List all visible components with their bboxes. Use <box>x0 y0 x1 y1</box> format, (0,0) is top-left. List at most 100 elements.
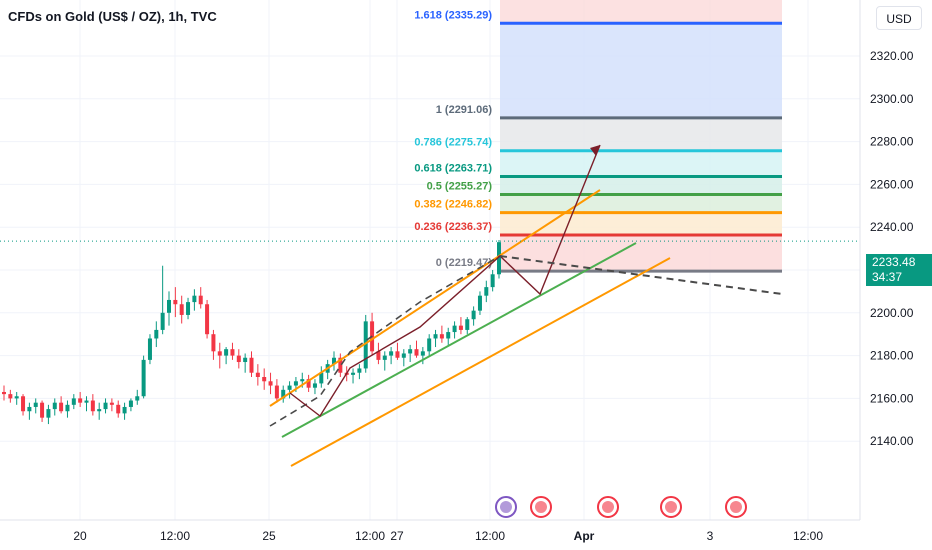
candle-body <box>490 274 495 288</box>
candle-body <box>141 359 146 397</box>
candle-body <box>306 379 311 388</box>
axes <box>0 0 861 521</box>
candle-body <box>319 372 324 384</box>
candle-body <box>471 310 476 320</box>
candle-body <box>420 351 425 356</box>
candle-body <box>217 351 222 356</box>
x-tick-label: 25 <box>262 529 276 543</box>
candle-body <box>192 295 197 303</box>
candle-body <box>27 406 32 412</box>
candle-body <box>433 334 438 339</box>
x-tick-label: 12:00 <box>475 529 505 543</box>
currency-button[interactable]: USD <box>876 6 922 30</box>
candle-body <box>122 406 127 414</box>
dashed-projection-line[interactable] <box>269 255 501 427</box>
last-price-tag: 2233.48 34:37 <box>866 254 932 286</box>
candle-body <box>395 351 400 358</box>
x-tick-label: 12:00 <box>355 529 385 543</box>
price-axis-labels: 2140.002160.002180.002200.002220.002240.… <box>870 49 914 448</box>
candle-body <box>147 338 152 360</box>
lightning-event-icon[interactable] <box>495 496 517 518</box>
candle-body <box>103 402 108 410</box>
fib-level-label: 0.382 (2246.82) <box>414 199 492 211</box>
candle-body <box>446 332 451 339</box>
channel-lower-line[interactable] <box>290 257 671 467</box>
candle-body <box>382 355 387 360</box>
candle-body <box>97 409 102 412</box>
y-tick-label: 2180.00 <box>870 349 914 363</box>
y-tick-label: 2140.00 <box>870 434 914 448</box>
fib-level-label: 0.786 (2275.74) <box>414 137 492 149</box>
fib-retracement[interactable]: 1.618 (2335.29) 1 (2291.06) 0.786 (2275.74… <box>414 0 782 273</box>
candle-body <box>408 349 413 354</box>
fib-zone <box>500 117 782 151</box>
event-markers[interactable] <box>495 496 747 518</box>
us-flag-event-icon[interactable] <box>660 496 682 518</box>
candle-body <box>52 402 57 410</box>
candle-body <box>477 295 482 311</box>
candle-body <box>179 304 184 315</box>
event-marker-dot <box>535 501 547 513</box>
fib-level-label: 0.5 (2255.27) <box>427 181 493 193</box>
candle-body <box>160 312 165 330</box>
y-tick-label: 2160.00 <box>870 391 914 405</box>
channel-upper-line[interactable] <box>269 189 601 407</box>
fib-zone <box>500 212 782 235</box>
fib-level-label: 1 (2291.06) <box>436 104 493 116</box>
candle-body <box>363 321 368 369</box>
candle-body <box>33 402 38 407</box>
candle-body <box>71 398 76 405</box>
candle-body <box>351 372 356 375</box>
candle-body <box>338 357 343 373</box>
candle-body <box>389 351 394 356</box>
candle-body <box>167 299 171 313</box>
fib-level-label: 0.618 (2263.71) <box>414 162 492 174</box>
candle-body <box>236 355 241 363</box>
candle-body <box>84 400 89 403</box>
candle-body <box>274 385 279 399</box>
us-flag-event-icon[interactable] <box>530 496 552 518</box>
channel-mid-line[interactable] <box>281 242 637 438</box>
candle-body <box>262 377 267 382</box>
candle-body <box>78 398 83 403</box>
candle-body <box>357 368 362 373</box>
y-tick-label: 2240.00 <box>870 220 914 234</box>
fib-level-label: 1.618 (2335.29) <box>414 9 492 21</box>
candle-body <box>332 357 336 365</box>
candle-body <box>224 349 229 356</box>
x-tick-label: Apr <box>574 529 595 543</box>
candle-body <box>8 394 13 399</box>
candle-body <box>135 396 140 401</box>
fib-zone <box>500 234 782 272</box>
zigzag-path[interactable] <box>289 144 601 418</box>
fib-zone <box>500 176 782 195</box>
us-flag-event-icon[interactable] <box>597 496 619 518</box>
candle-body <box>211 334 216 352</box>
candle-body <box>46 409 51 418</box>
candle-body <box>198 295 203 305</box>
candle-body <box>414 349 419 356</box>
candle-body <box>312 383 317 388</box>
candles <box>2 240 501 425</box>
candle-body <box>249 357 254 373</box>
drawings[interactable] <box>269 144 783 467</box>
candle-body <box>230 349 235 356</box>
candle-body <box>128 400 133 407</box>
x-tick-label: 12:00 <box>160 529 190 543</box>
us-flag-event-icon[interactable] <box>725 496 747 518</box>
candle-body <box>255 372 260 377</box>
candle-body <box>458 325 463 330</box>
candle-body <box>116 404 121 414</box>
y-tick-label: 2200.00 <box>870 306 914 320</box>
fib-zone <box>500 194 782 213</box>
candle-body <box>109 402 114 405</box>
event-marker-dot <box>602 501 614 513</box>
candle-body <box>14 396 19 399</box>
candle-body <box>439 334 444 339</box>
x-tick-label: 12:00 <box>793 529 823 543</box>
event-marker-dot <box>730 501 742 513</box>
y-tick-label: 2260.00 <box>870 177 914 191</box>
event-marker-dot <box>665 501 677 513</box>
y-tick-label: 2280.00 <box>870 135 914 149</box>
